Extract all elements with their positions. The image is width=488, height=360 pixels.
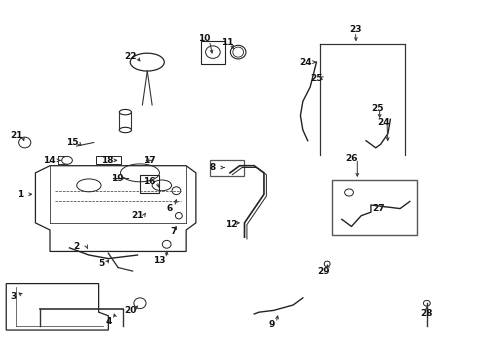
- Text: 5: 5: [98, 260, 104, 269]
- Text: 4: 4: [105, 316, 111, 325]
- Text: 21: 21: [131, 211, 143, 220]
- Bar: [96, 156, 120, 164]
- Text: 23: 23: [348, 26, 361, 35]
- Text: 25: 25: [309, 74, 322, 83]
- Text: 10: 10: [198, 35, 210, 44]
- Bar: [140, 175, 159, 193]
- Text: 20: 20: [124, 306, 136, 315]
- Text: 29: 29: [316, 267, 329, 276]
- Text: 15: 15: [65, 138, 78, 147]
- Text: 7: 7: [170, 227, 177, 236]
- Text: 24: 24: [298, 58, 311, 67]
- Text: 17: 17: [143, 156, 156, 165]
- Text: 18: 18: [101, 156, 113, 165]
- Text: 12: 12: [224, 220, 237, 229]
- Text: 22: 22: [124, 52, 136, 61]
- Text: 16: 16: [143, 177, 156, 186]
- Text: 25: 25: [370, 104, 383, 113]
- Text: 13: 13: [153, 256, 165, 265]
- Bar: [210, 160, 244, 176]
- Text: 19: 19: [111, 174, 123, 183]
- Text: 24: 24: [377, 118, 389, 127]
- Text: 27: 27: [371, 204, 384, 213]
- Bar: [201, 41, 224, 64]
- Bar: [331, 180, 416, 235]
- Text: 9: 9: [267, 320, 274, 329]
- Text: 2: 2: [74, 242, 80, 251]
- Text: 26: 26: [345, 154, 357, 163]
- Text: 14: 14: [42, 156, 55, 165]
- Text: 11: 11: [221, 38, 233, 47]
- Text: 21: 21: [11, 131, 23, 140]
- Text: 28: 28: [420, 310, 432, 319]
- Text: 3: 3: [10, 292, 17, 301]
- Text: 8: 8: [209, 163, 216, 172]
- Text: 1: 1: [17, 190, 23, 199]
- Text: 6: 6: [165, 204, 172, 213]
